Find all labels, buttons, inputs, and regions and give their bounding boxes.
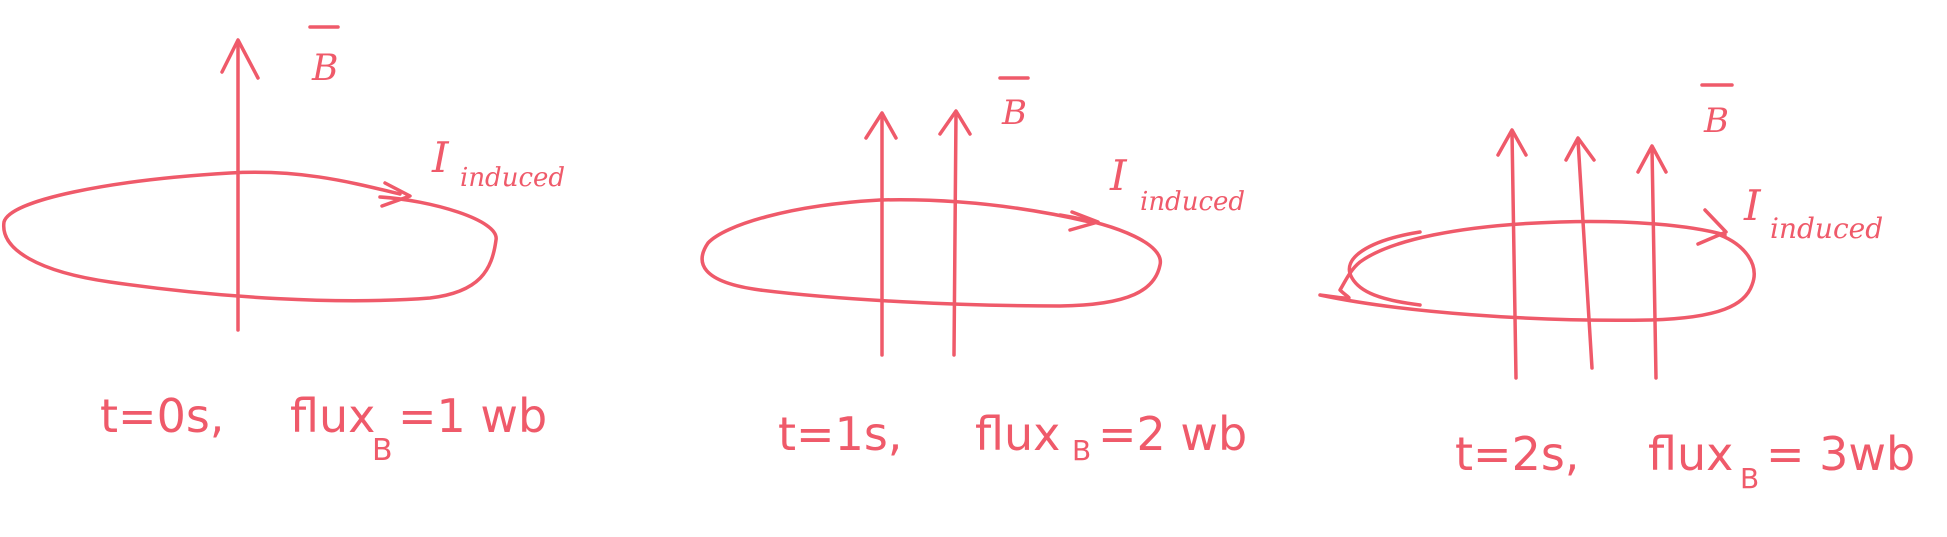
field-arrowhead [1636, 144, 1668, 174]
field-arrowhead [1496, 128, 1528, 157]
field-label: B [311, 48, 338, 89]
current-label: I [1109, 151, 1128, 200]
caption-flux: flux [975, 407, 1060, 461]
current-loop [2, 170, 498, 303]
current-arrowhead [1696, 208, 1728, 246]
caption-time: t=1s, [778, 407, 902, 461]
current-loop [1318, 219, 1756, 322]
panel-t1: B I induced t=1s, flux B =2 wb [700, 76, 1247, 467]
field-arrowhead [1564, 136, 1596, 162]
field-arrow [952, 111, 958, 357]
current-arrowhead [1068, 210, 1100, 232]
current-subscript: induced [460, 163, 565, 193]
current-loop-left [1347, 230, 1422, 307]
panel-t0: B I induced t=0s, flux B =1 wb [2, 25, 565, 468]
caption-time: t=0s, [100, 389, 224, 443]
current-label: I [1743, 181, 1762, 230]
field-arrowhead [220, 38, 260, 80]
field-arrowhead [864, 111, 898, 140]
field-arrow [1510, 130, 1518, 380]
caption-value: =1 wb [398, 389, 547, 443]
caption-time: t=2s, [1455, 427, 1579, 481]
field-arrow [1576, 138, 1594, 370]
caption-value: =2 wb [1098, 407, 1247, 461]
current-subscript: induced [1770, 212, 1883, 245]
current-label: I [431, 133, 450, 182]
current-arrowhead [380, 181, 412, 208]
field-label: B [1001, 93, 1027, 133]
panel-t2: B I induced t=2s, flux B = 3wb [1318, 83, 1915, 495]
field-arrowhead [938, 109, 972, 136]
current-subscript: induced [1140, 187, 1245, 217]
caption-flux: flux [1648, 427, 1733, 481]
caption-value: = 3wb [1766, 427, 1915, 481]
caption-flux-subscript: B [1072, 434, 1091, 467]
caption-flux: flux [290, 389, 375, 443]
current-loop [700, 198, 1162, 308]
caption-flux-subscript: B [1740, 462, 1759, 495]
field-label: B [1703, 101, 1729, 141]
field-arrow [1650, 146, 1658, 380]
caption-flux-subscript: B [372, 433, 393, 468]
